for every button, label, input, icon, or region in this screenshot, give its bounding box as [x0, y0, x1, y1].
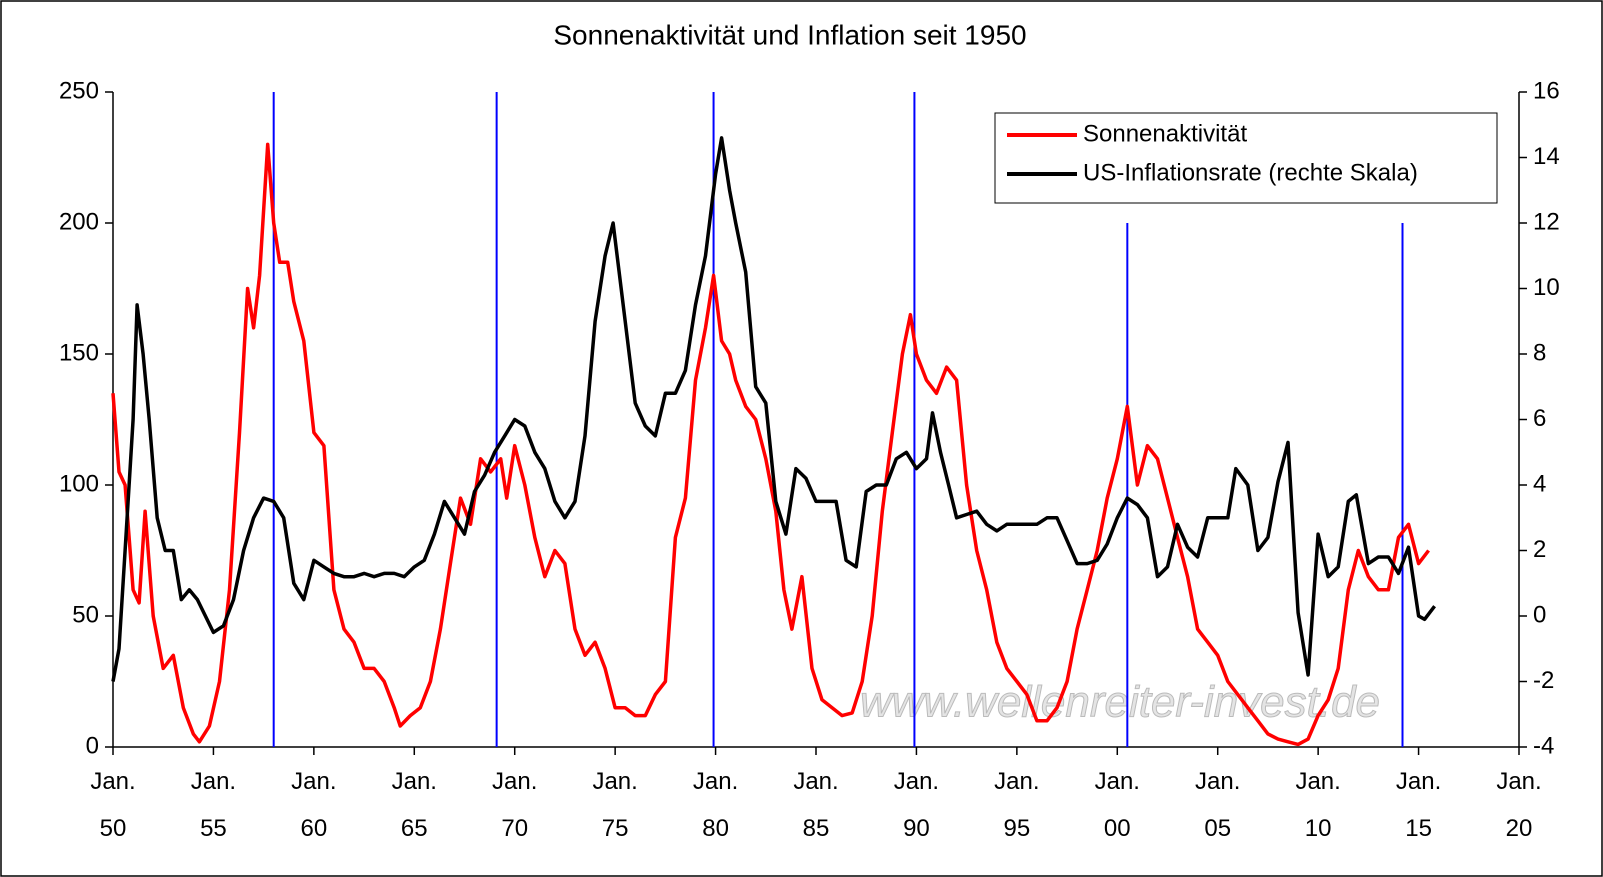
y2-tick-label: 8 — [1533, 339, 1546, 366]
watermark: www.wellenreiter-invest.de — [860, 678, 1380, 727]
y2-tick-label: 4 — [1533, 470, 1546, 497]
series-line — [111, 136, 1436, 682]
legend-label: US-Inflationsrate (rechte Skala) — [1083, 159, 1418, 186]
x-tick-label: Jan. 15 — [1396, 768, 1441, 842]
legend-box — [994, 112, 1498, 204]
x-tick-label: Jan. 95 — [994, 768, 1039, 842]
x-tick-label: Jan. 85 — [793, 768, 838, 842]
legend: Sonnenaktivität US-Inflationsrate (rechte… — [994, 112, 1498, 204]
x-tick-label: Jan. 05 — [1195, 768, 1240, 842]
x-tick-label: Jan. 00 — [1095, 768, 1140, 842]
y-tick-label: 200 — [59, 208, 99, 235]
series-line — [111, 142, 1430, 747]
y2-tick-label: 10 — [1533, 274, 1560, 301]
x-tick-label: Jan. 80 — [693, 768, 738, 842]
legend-label: Sonnenaktivität — [1083, 120, 1247, 147]
x-tick-label: Jan. 55 — [191, 768, 236, 842]
y2-tick-label: 12 — [1533, 208, 1560, 235]
y-tick-label: 150 — [59, 339, 99, 366]
y2-tick-label: 6 — [1533, 405, 1546, 432]
x-tick-label: Jan. 90 — [894, 768, 939, 842]
y-tick-label: 250 — [59, 77, 99, 104]
y2-tick-label: 14 — [1533, 143, 1560, 170]
x-tick-label: Jan. 70 — [492, 768, 537, 842]
y2-tick-label: -4 — [1533, 732, 1554, 759]
y2-tick-label: -2 — [1533, 667, 1554, 694]
y-tick-label: 0 — [86, 732, 99, 759]
x-tick-label: Jan. 50 — [90, 768, 135, 842]
x-tick-label: Jan. 10 — [1295, 768, 1340, 842]
x-tick-label: Jan. 20 — [1496, 768, 1541, 842]
x-tick-label: Jan. 75 — [592, 768, 637, 842]
y2-tick-label: 16 — [1533, 77, 1560, 104]
chart-title: Sonnenaktivität und Inflation seit 1950 — [553, 19, 1026, 50]
y2-tick-label: 2 — [1533, 536, 1546, 563]
x-tick-label: Jan. 60 — [291, 768, 336, 842]
y2-tick-label: 0 — [1533, 601, 1546, 628]
y-tick-label: 100 — [59, 470, 99, 497]
y-tick-label: 50 — [72, 601, 99, 628]
x-tick-label: Jan. 65 — [392, 768, 437, 842]
